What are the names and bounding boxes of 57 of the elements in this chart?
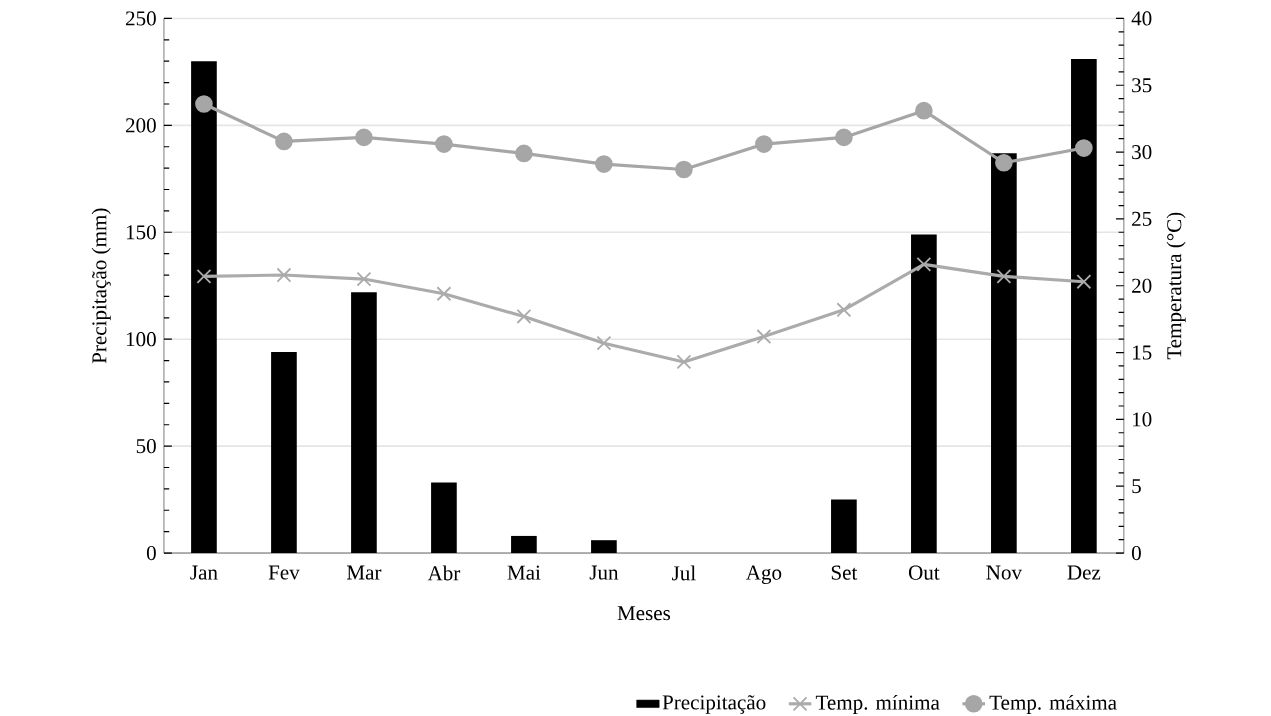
point [996,268,1012,284]
point [755,135,773,153]
point [195,95,213,113]
x-tick-label: Fev [268,565,300,580]
y-tick-label: 200 [125,118,156,133]
y-tick-label: 0 [146,545,156,561]
y2-tick-label: 5 [1132,479,1141,494]
x-tick-label: Jan [190,565,218,580]
y2-tick-label: 20 [1132,278,1152,293]
point [515,144,533,163]
y2-tick-label: 30 [1132,144,1152,160]
y-tick-label: 100 [126,332,156,347]
x-tick-label: Nov [986,565,1023,580]
point [835,128,853,147]
legend-label: Temp. mínima [815,694,940,715]
x-tick-label: Jul [672,565,696,581]
y2-tick-label: 0 [1131,545,1141,561]
legend-label: Temp. máxima [989,694,1117,715]
point [355,128,373,147]
x-tick-label: Jun [589,565,619,580]
y-axis-title: Precipitação (mm) [91,208,111,364]
point [196,268,212,284]
y2-tick-label: 15 [1133,345,1152,360]
point [516,309,532,324]
point [596,335,612,351]
y2-tick-label: 35 [1132,78,1152,93]
point [436,286,452,302]
point [1076,274,1092,290]
y-tick-label: 250 [125,11,156,26]
point [916,256,932,272]
point [275,132,293,151]
y2-tick-label: 10 [1133,412,1152,427]
point [435,135,453,153]
y-tick-label: 50 [136,439,156,454]
point [356,271,372,287]
point [676,354,692,370]
point [836,302,852,318]
y2-axis-title: Temperatura (°C) [1166,212,1186,360]
x-tick-label: Set [831,565,858,580]
x-tick-label: Abr [427,565,461,581]
y-tick-label: 150 [126,225,156,240]
x-tick-label: Out [908,565,940,580]
y2-tick-label: 25 [1132,211,1152,226]
point [756,329,772,344]
x-tick-label: Mai [507,565,541,580]
x-axis-title: Meses [617,606,671,621]
point [276,267,292,283]
point [595,155,613,173]
x-tick-label: Ago [745,565,782,585]
y2-tick-label: 40 [1131,11,1152,26]
x-tick-label: Dez [1067,565,1101,580]
legend-label: Precipitação [662,695,766,714]
point [675,160,693,179]
x-tick-label: Mar [346,565,382,580]
point [1075,139,1093,157]
point [995,153,1013,172]
point [915,101,933,120]
